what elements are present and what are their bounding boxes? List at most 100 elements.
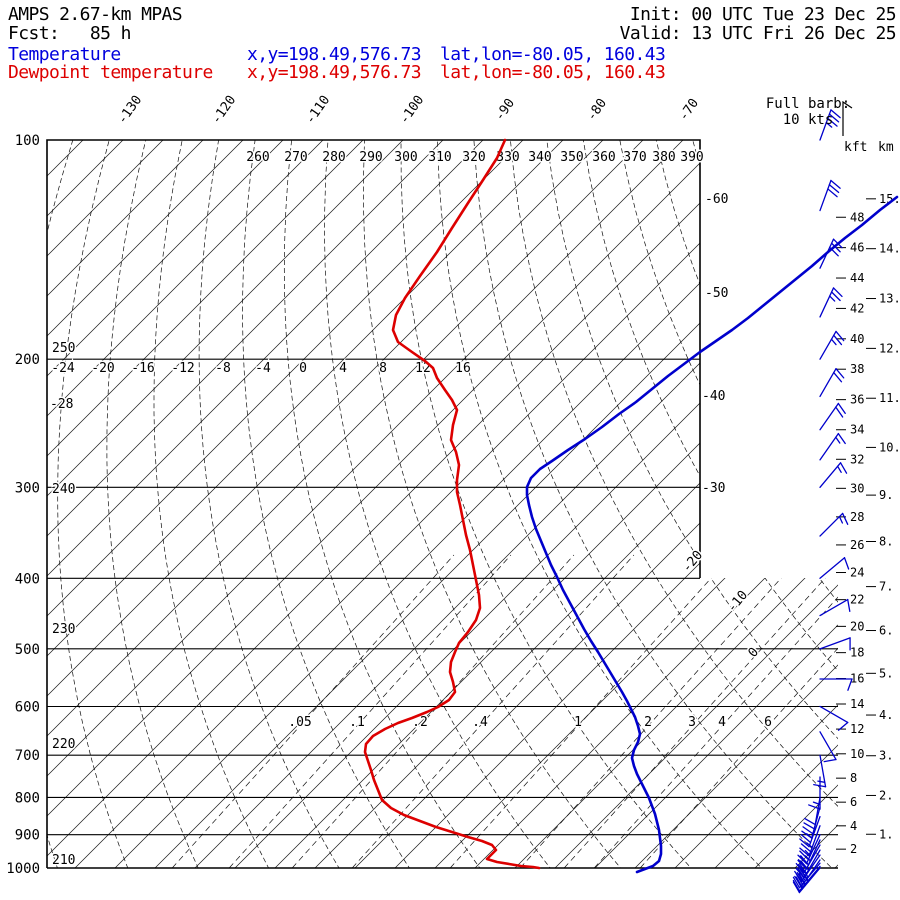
barb-full [841,512,849,525]
barb-full [800,843,812,853]
barb-full [823,758,837,763]
theta-label-top: 310 [428,150,451,165]
barb-full [837,432,846,445]
isotherm-line [47,140,444,868]
grid-lines [47,140,838,868]
isotherm-label-top: -100 [397,93,427,127]
mixing-ratio-label: .05 [288,715,311,730]
dewpoint-trace [363,138,541,870]
kft-label: 10 [850,747,864,761]
wind-barb [819,432,846,461]
plot-border [46,139,838,869]
wind-barb [819,557,850,579]
kft-label: 12 [850,722,864,736]
barb-staff [819,731,837,761]
wind-barb [819,368,845,398]
isotherm-line [47,140,724,868]
wind-barb [819,598,851,617]
km-label: 7. [879,580,893,594]
isotherm-line [634,140,838,868]
isotherm-line [47,140,204,868]
isotherm-label-top: -130 [115,93,145,127]
kft-label: 6 [850,795,857,809]
theta-label-top: 300 [394,150,417,165]
kft-label: 16 [850,672,864,686]
barb-full [792,881,801,894]
km-label: 4. [879,708,893,722]
isotherm-line [74,140,804,868]
isotherm-label-200mb: -12 [171,361,194,376]
isotherm-label-right: -30 [702,481,725,496]
barb-staff [819,598,849,617]
kft-label: 20 [850,619,864,633]
theta-label-left: 210 [52,853,75,868]
dry-adiabat-line [283,140,492,868]
km-label: 2. [879,788,893,802]
mixing-ratio-line [639,554,838,868]
pressure-label: 900 [15,828,40,844]
km-label: 10. [879,440,900,454]
barb-half [803,873,809,882]
kft-label: 2 [850,842,857,856]
kft-label: 24 [850,566,864,580]
kft-label: 14 [850,697,864,711]
barb-full [835,330,845,342]
barb-half [837,465,842,473]
barb-full [797,859,807,870]
pressure-label: 700 [15,748,40,764]
barb-half [829,295,836,302]
barb-full [799,847,810,857]
mixing-ratio-label: 4 [718,715,726,730]
barb-full [804,817,816,826]
barb-staff [811,806,821,839]
dewpoint-legend-label: Dewpoint temperature [8,62,213,83]
barb-full [830,291,841,302]
barb-staff [819,402,840,431]
dewpoint-xy: x,y=198.49,576.73 [247,62,422,83]
wind-barb [819,512,849,537]
barb-full [798,874,806,887]
theta-label-top: 370 [623,150,646,165]
theta-label-top: 350 [560,150,583,165]
barb-staff [798,865,821,892]
isotherm-label-top: -120 [209,93,239,127]
barb-half [803,875,809,883]
kft-label: 46 [850,241,864,255]
barb-staff [819,109,832,141]
wind-barb [792,862,821,889]
wind-barb [819,637,851,651]
barb-legend-line2: 10 kts [783,112,834,128]
isotherm-line [47,140,524,868]
dry-adiabat-line [47,140,74,868]
theta-label-top: 270 [284,150,307,165]
isotherm-line [47,140,484,868]
mixing-ratio-label: 6 [764,715,772,730]
kft-label: 30 [850,481,864,495]
barb-full [799,838,810,848]
theta-label-top: 280 [322,150,345,165]
barb-full [847,678,853,691]
dry-adiabat-line [106,140,206,868]
wind-barbs [792,109,853,894]
isotherm-line [194,140,838,868]
kft-label: 28 [850,510,864,524]
barb-full [800,834,812,844]
barb-full [802,826,814,835]
forecast-hour: Fcst: 85 h [8,23,131,44]
dry-adiabat-line [153,140,278,868]
mixing-ratio-label: .1 [349,715,365,730]
isotherm-line [554,140,838,868]
isotherm-line [47,140,324,868]
isotherm-label-top: -90 [492,96,518,124]
isotherm-line [47,140,564,868]
wind-barb [819,330,845,360]
barb-full [792,876,801,889]
dewpoint-latlon: lat,lon=-80.05, 160.43 [440,62,666,83]
barb-half [817,780,826,783]
barb-full [795,876,803,889]
wind-barb [799,825,821,857]
isotherm-line [474,140,838,868]
barb-half [806,842,813,849]
kft-label: 32 [850,452,864,466]
isotherm-label-200mb: -16 [131,361,154,376]
